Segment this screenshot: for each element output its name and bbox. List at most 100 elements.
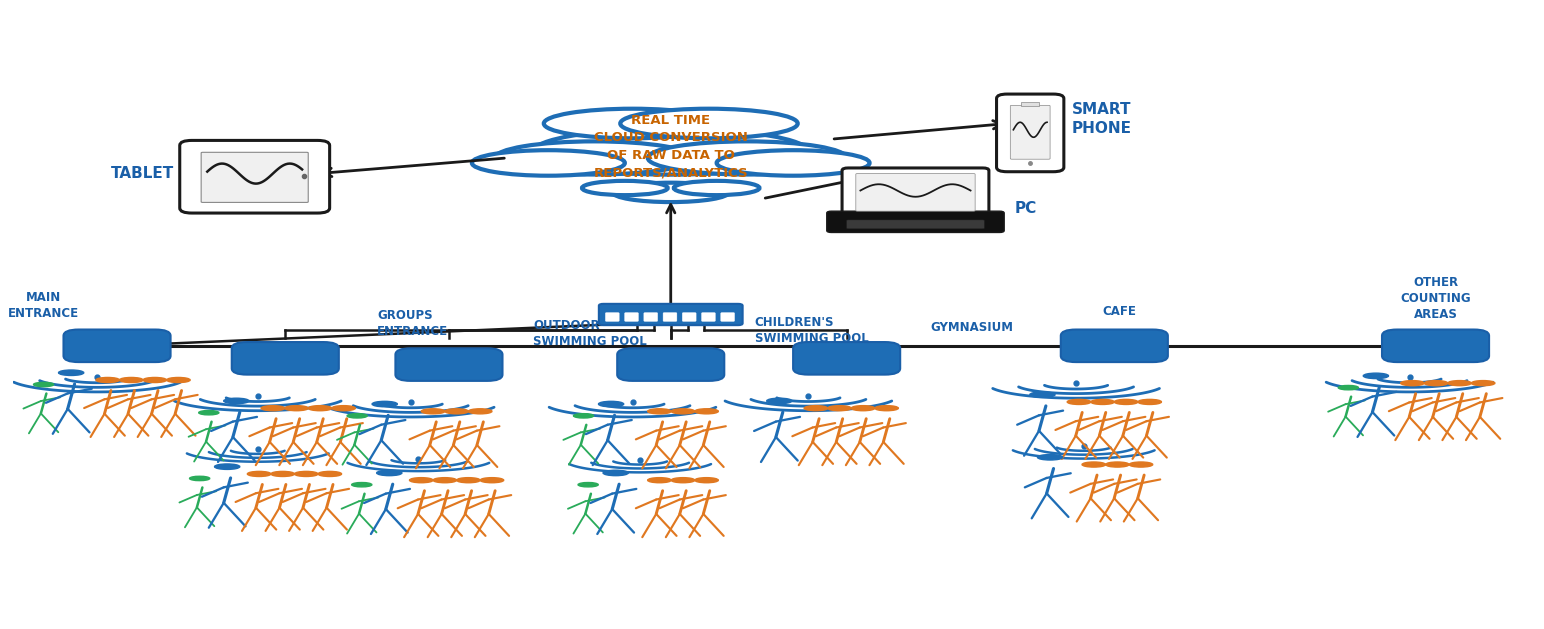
FancyBboxPatch shape — [1382, 330, 1488, 362]
Ellipse shape — [648, 142, 846, 174]
Text: SMART
PHONE: SMART PHONE — [1072, 103, 1132, 136]
Text: CAFE: CAFE — [1102, 305, 1136, 318]
FancyBboxPatch shape — [721, 313, 735, 321]
Text: GROUPS
ENTRANCE: GROUPS ENTRANCE — [377, 309, 448, 338]
FancyBboxPatch shape — [625, 313, 638, 321]
Ellipse shape — [577, 482, 598, 487]
Ellipse shape — [1424, 381, 1448, 386]
Ellipse shape — [1138, 399, 1161, 404]
Ellipse shape — [533, 129, 809, 175]
FancyBboxPatch shape — [605, 313, 619, 321]
Text: REAL TIME
CLOUD CONVERSION
OF RAW DATA TO
REPORTS/ANALYTICS: REAL TIME CLOUD CONVERSION OF RAW DATA T… — [593, 114, 747, 179]
FancyBboxPatch shape — [1010, 105, 1050, 159]
Ellipse shape — [1030, 392, 1055, 398]
Ellipse shape — [1106, 462, 1129, 467]
Text: MAIN
ENTRANCE: MAIN ENTRANCE — [8, 291, 79, 320]
FancyBboxPatch shape — [826, 211, 1004, 233]
Ellipse shape — [573, 414, 593, 418]
Ellipse shape — [604, 470, 628, 476]
FancyBboxPatch shape — [201, 152, 309, 203]
Ellipse shape — [673, 181, 760, 195]
FancyBboxPatch shape — [846, 220, 985, 229]
Ellipse shape — [851, 406, 875, 411]
Ellipse shape — [318, 471, 341, 477]
Ellipse shape — [432, 477, 457, 482]
Ellipse shape — [34, 382, 54, 387]
FancyBboxPatch shape — [1061, 330, 1167, 362]
Ellipse shape — [1067, 399, 1090, 404]
Ellipse shape — [190, 476, 210, 481]
Ellipse shape — [1448, 381, 1471, 386]
Ellipse shape — [875, 406, 899, 411]
Ellipse shape — [695, 409, 718, 414]
Ellipse shape — [372, 401, 397, 407]
Ellipse shape — [828, 406, 851, 411]
Ellipse shape — [543, 109, 721, 138]
Ellipse shape — [215, 464, 239, 469]
Ellipse shape — [119, 377, 144, 382]
Ellipse shape — [352, 482, 372, 487]
Text: PC: PC — [1014, 201, 1038, 216]
Ellipse shape — [695, 477, 718, 482]
Ellipse shape — [167, 377, 190, 382]
Ellipse shape — [261, 406, 284, 411]
Ellipse shape — [1115, 399, 1138, 404]
FancyBboxPatch shape — [841, 168, 988, 217]
Text: GYMNASIUM: GYMNASIUM — [931, 321, 1014, 333]
FancyBboxPatch shape — [232, 342, 338, 375]
Ellipse shape — [144, 377, 167, 382]
Ellipse shape — [422, 409, 445, 414]
Ellipse shape — [767, 398, 792, 404]
Text: CHILDREN'S
SWIMMING POOL: CHILDREN'S SWIMMING POOL — [755, 316, 869, 345]
Ellipse shape — [1090, 399, 1115, 404]
Ellipse shape — [1339, 386, 1359, 390]
Ellipse shape — [247, 471, 270, 477]
Ellipse shape — [599, 401, 624, 407]
FancyBboxPatch shape — [855, 174, 976, 211]
Ellipse shape — [309, 406, 332, 411]
Ellipse shape — [494, 142, 693, 174]
Ellipse shape — [284, 406, 309, 411]
FancyBboxPatch shape — [996, 94, 1064, 172]
Ellipse shape — [457, 477, 480, 482]
Ellipse shape — [1471, 381, 1495, 386]
Ellipse shape — [1038, 455, 1062, 460]
Bar — [1021, 102, 1039, 106]
Ellipse shape — [647, 409, 672, 414]
Ellipse shape — [468, 409, 493, 414]
Ellipse shape — [377, 470, 401, 476]
Ellipse shape — [347, 414, 367, 418]
Ellipse shape — [199, 411, 219, 415]
Ellipse shape — [582, 181, 667, 195]
FancyBboxPatch shape — [794, 342, 900, 375]
FancyBboxPatch shape — [179, 140, 330, 213]
Ellipse shape — [1129, 462, 1153, 467]
Ellipse shape — [59, 370, 83, 376]
Ellipse shape — [472, 150, 625, 175]
Ellipse shape — [332, 406, 355, 411]
Text: OUTDOOR
SWIMMING POOL: OUTDOOR SWIMMING POOL — [533, 319, 647, 348]
FancyBboxPatch shape — [599, 304, 743, 325]
Ellipse shape — [224, 398, 249, 404]
FancyBboxPatch shape — [701, 313, 715, 321]
Ellipse shape — [621, 109, 798, 138]
Ellipse shape — [716, 150, 869, 175]
Ellipse shape — [1400, 381, 1424, 386]
FancyBboxPatch shape — [395, 348, 502, 381]
Ellipse shape — [1082, 462, 1106, 467]
FancyBboxPatch shape — [644, 313, 658, 321]
Text: TABLET: TABLET — [110, 166, 173, 181]
Ellipse shape — [804, 406, 828, 411]
Ellipse shape — [270, 471, 295, 477]
Ellipse shape — [1363, 373, 1388, 379]
Ellipse shape — [647, 477, 672, 482]
Text: OTHER
COUNTING
AREAS: OTHER COUNTING AREAS — [1400, 276, 1471, 321]
Ellipse shape — [672, 477, 695, 482]
FancyBboxPatch shape — [63, 330, 170, 362]
Ellipse shape — [672, 409, 695, 414]
Ellipse shape — [445, 409, 468, 414]
FancyBboxPatch shape — [682, 313, 696, 321]
Ellipse shape — [409, 477, 432, 482]
Ellipse shape — [295, 471, 318, 477]
Ellipse shape — [613, 182, 729, 202]
